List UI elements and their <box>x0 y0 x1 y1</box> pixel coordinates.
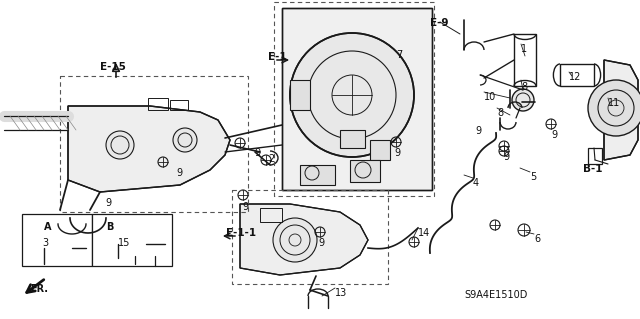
Text: 15: 15 <box>118 238 131 248</box>
Text: 9: 9 <box>176 168 182 178</box>
Text: E-9: E-9 <box>430 18 449 28</box>
Text: 7: 7 <box>396 50 403 60</box>
Text: 9: 9 <box>105 198 111 208</box>
Bar <box>22 214 92 266</box>
Text: 6: 6 <box>534 234 540 244</box>
Bar <box>560 64 594 86</box>
Text: 9: 9 <box>551 130 557 140</box>
Polygon shape <box>240 204 368 275</box>
Bar <box>170 100 188 110</box>
Bar <box>60 76 248 212</box>
Text: 9: 9 <box>475 126 481 136</box>
Text: 9: 9 <box>394 148 400 158</box>
Text: 9: 9 <box>242 202 248 212</box>
Bar <box>370 140 390 160</box>
Circle shape <box>173 128 197 152</box>
Polygon shape <box>282 8 432 190</box>
Bar <box>300 165 335 185</box>
Text: 10: 10 <box>484 92 496 102</box>
Text: 4: 4 <box>473 178 479 188</box>
Text: 8: 8 <box>521 82 527 92</box>
Bar <box>92 214 172 266</box>
Text: 2: 2 <box>268 154 275 164</box>
Text: 9: 9 <box>503 152 509 162</box>
Text: FR.: FR. <box>30 284 48 294</box>
Text: 9: 9 <box>318 238 324 248</box>
Text: E-1-1: E-1-1 <box>226 228 256 238</box>
Circle shape <box>290 33 414 157</box>
Circle shape <box>588 80 640 136</box>
Text: 3: 3 <box>42 238 48 248</box>
Text: 9: 9 <box>254 148 260 158</box>
Bar <box>350 160 380 182</box>
Text: S9A4E1510D: S9A4E1510D <box>464 290 527 300</box>
Text: A: A <box>44 222 51 232</box>
Text: E-1: E-1 <box>268 52 287 62</box>
Text: B-1: B-1 <box>583 164 602 174</box>
Text: E-15: E-15 <box>100 62 126 72</box>
Bar <box>340 130 365 148</box>
Text: 5: 5 <box>530 172 536 182</box>
Bar <box>148 98 168 110</box>
Bar <box>260 208 282 222</box>
Circle shape <box>512 89 534 111</box>
Bar <box>514 34 536 86</box>
Polygon shape <box>604 60 638 160</box>
Circle shape <box>106 131 134 159</box>
Text: 14: 14 <box>418 228 430 238</box>
Text: 13: 13 <box>335 288 348 298</box>
Bar <box>232 190 388 284</box>
Bar <box>274 2 434 196</box>
Circle shape <box>273 218 317 262</box>
Polygon shape <box>68 106 230 192</box>
Text: 8: 8 <box>497 108 503 118</box>
Text: 1: 1 <box>521 44 527 54</box>
Text: B: B <box>106 222 113 232</box>
Text: 11: 11 <box>608 98 620 108</box>
Text: 12: 12 <box>569 72 581 82</box>
Bar <box>290 80 310 110</box>
